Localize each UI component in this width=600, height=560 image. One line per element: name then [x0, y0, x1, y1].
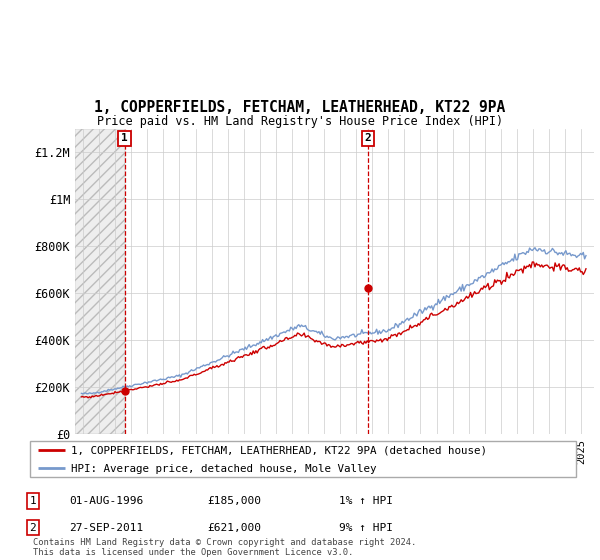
Bar [75, 129, 125, 434]
Text: 9% ↑ HPI: 9% ↑ HPI [339, 522, 393, 533]
Text: 1: 1 [29, 496, 37, 506]
Text: 2: 2 [29, 522, 37, 533]
Text: £185,000: £185,000 [207, 496, 261, 506]
Text: 1, COPPERFIELDS, FETCHAM, LEATHERHEAD, KT22 9PA: 1, COPPERFIELDS, FETCHAM, LEATHERHEAD, K… [94, 100, 506, 115]
Text: £621,000: £621,000 [207, 522, 261, 533]
Text: 27-SEP-2011: 27-SEP-2011 [69, 522, 143, 533]
Text: Price paid vs. HM Land Registry's House Price Index (HPI): Price paid vs. HM Land Registry's House … [97, 115, 503, 128]
Text: Contains HM Land Registry data © Crown copyright and database right 2024.
This d: Contains HM Land Registry data © Crown c… [33, 538, 416, 557]
FancyBboxPatch shape [30, 441, 576, 477]
Text: 01-AUG-1996: 01-AUG-1996 [69, 496, 143, 506]
Text: 1, COPPERFIELDS, FETCHAM, LEATHERHEAD, KT22 9PA (detached house): 1, COPPERFIELDS, FETCHAM, LEATHERHEAD, K… [71, 446, 487, 455]
Text: 1: 1 [121, 133, 128, 143]
Text: HPI: Average price, detached house, Mole Valley: HPI: Average price, detached house, Mole… [71, 464, 376, 474]
Text: 1% ↑ HPI: 1% ↑ HPI [339, 496, 393, 506]
Text: 2: 2 [365, 133, 371, 143]
